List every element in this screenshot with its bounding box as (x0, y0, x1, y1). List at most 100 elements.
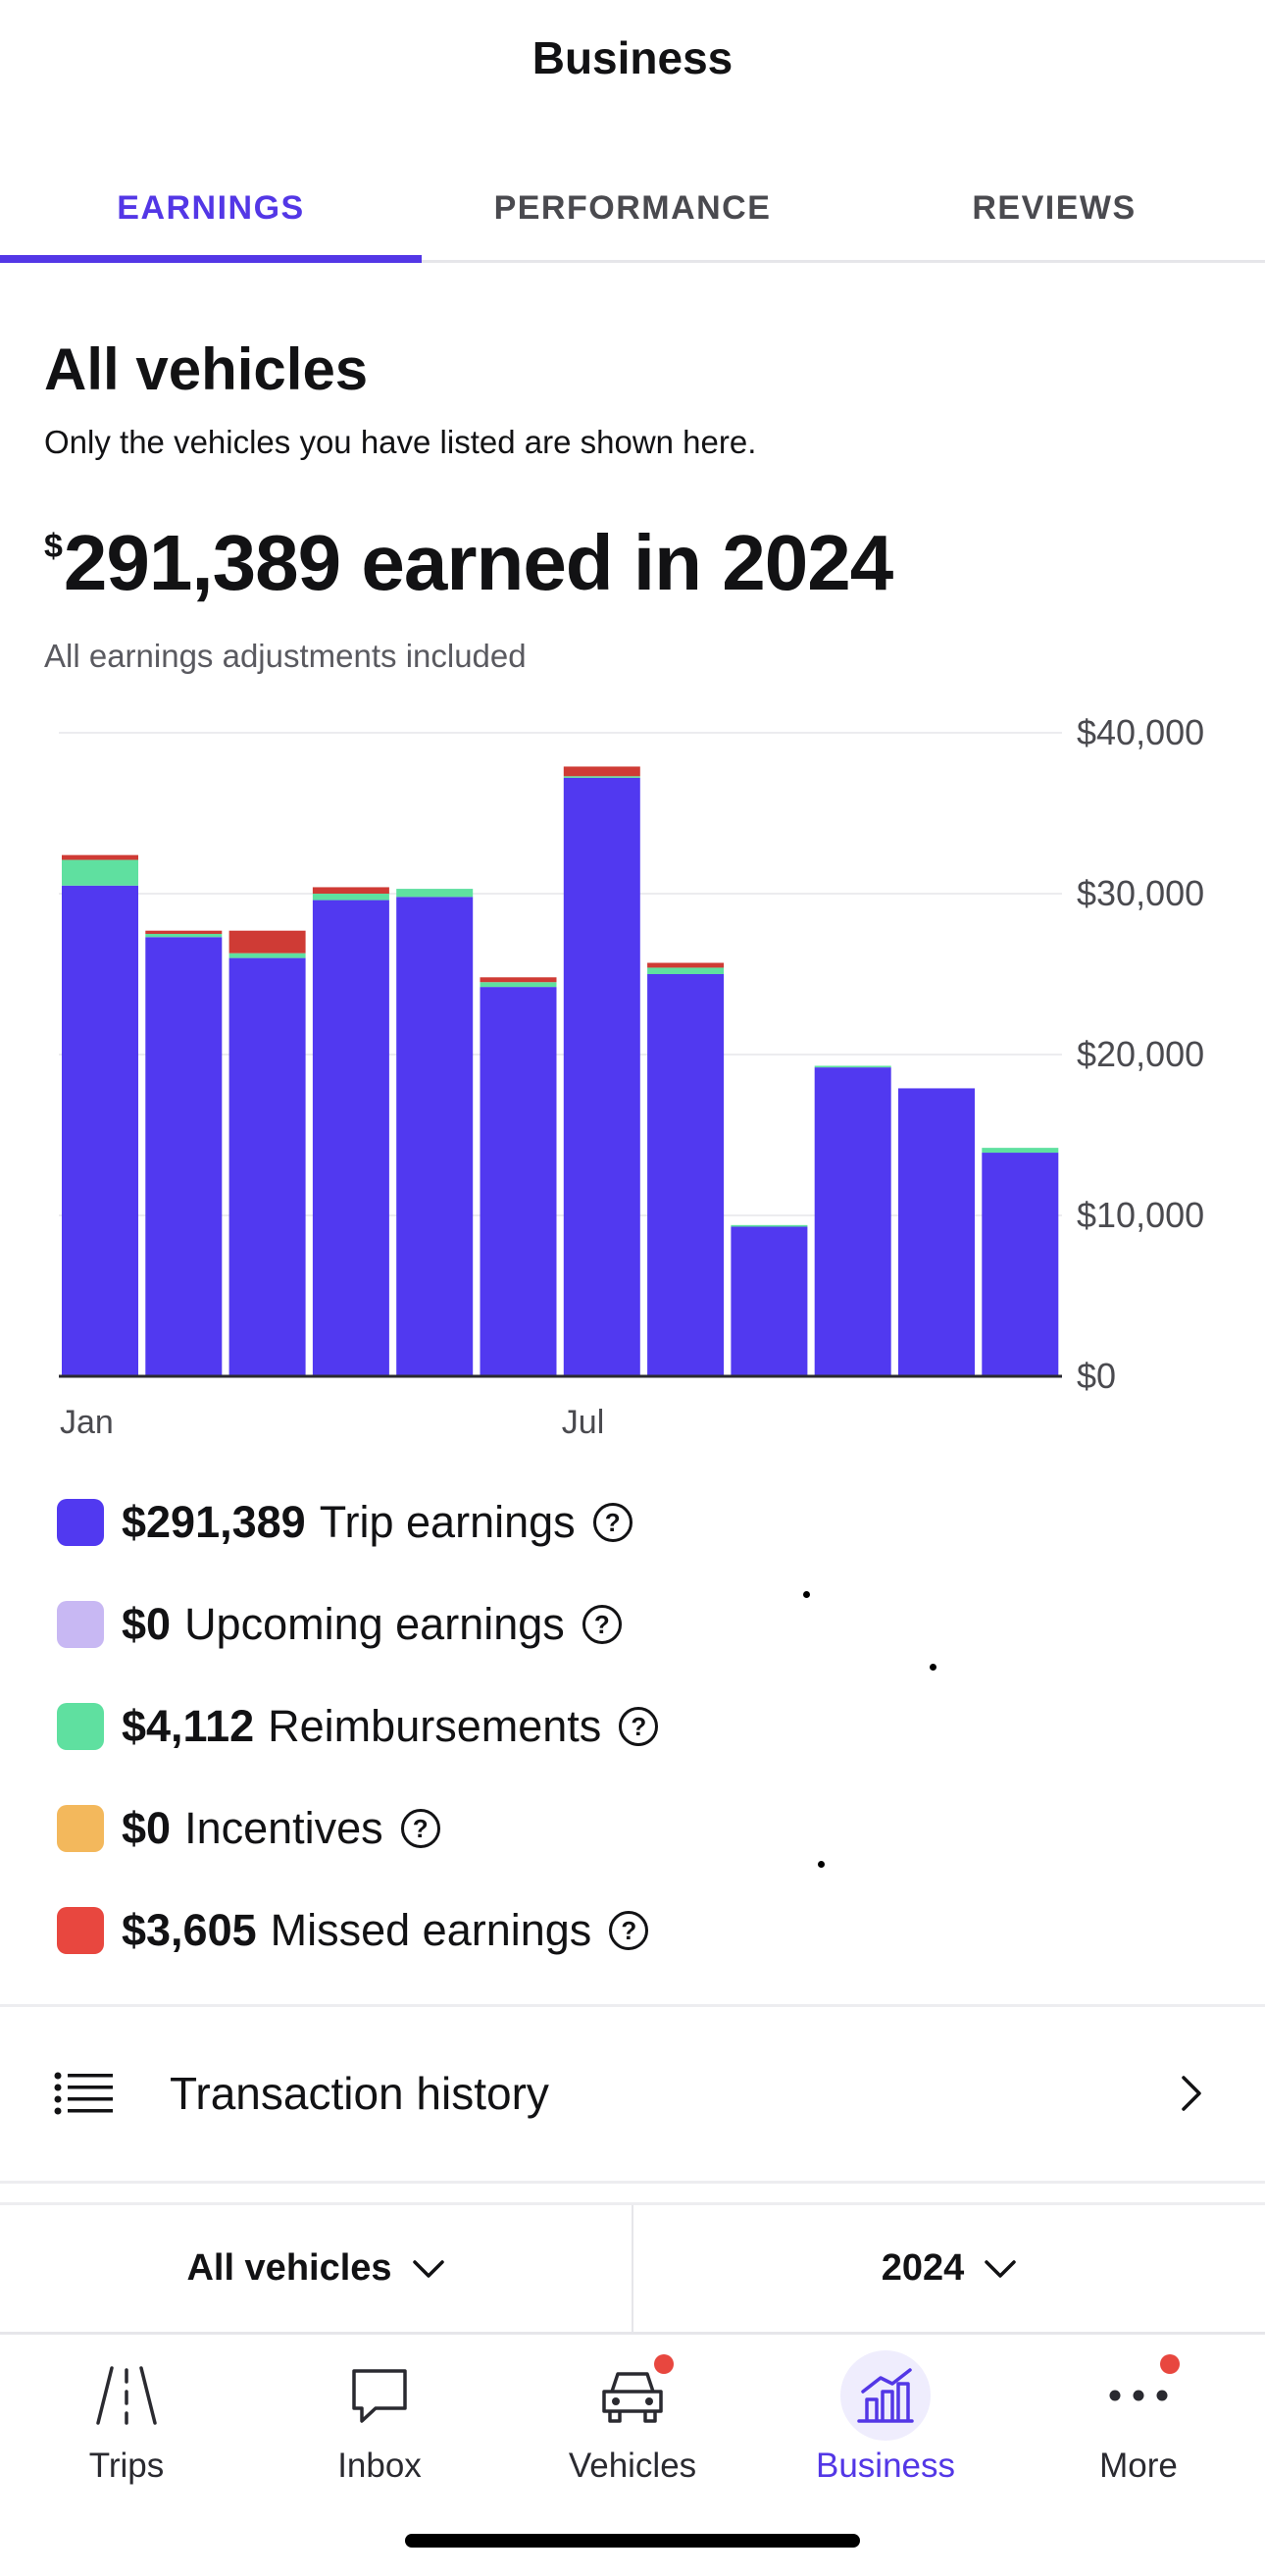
upcoming-earnings-swatch (57, 1601, 104, 1648)
bottom-nav: Trips Inbox Vehicles Business More (0, 2332, 1265, 2557)
reimbursements-swatch (57, 1703, 104, 1750)
legend-item-upcoming-earnings: $0 Upcoming earnings ? (57, 1573, 658, 1675)
bar-trip-earnings-jun (480, 987, 557, 1376)
chevron-right-icon (1182, 2076, 1201, 2111)
chart-icon (840, 2350, 931, 2441)
incentives-swatch (57, 1805, 104, 1852)
legend-item-incentives: $0 Incentives ? (57, 1777, 658, 1880)
x-tick-label: Jan (60, 1404, 114, 1441)
notification-badge (1160, 2354, 1180, 2374)
bar-trip-earnings-mar (228, 957, 306, 1376)
list-icon (54, 2072, 113, 2115)
legend-label: Trip earnings (319, 1497, 576, 1547)
help-icon[interactable]: ? (582, 1605, 622, 1644)
legend-label: Incentives (184, 1803, 383, 1853)
bar-trip-earnings-sep (731, 1226, 808, 1376)
speck (818, 1861, 825, 1868)
bar-trip-earnings-oct (814, 1067, 891, 1376)
help-icon[interactable]: ? (619, 1707, 659, 1746)
bar-missed-earnings-aug (647, 962, 725, 968)
bar-reimbursements-jul (563, 776, 640, 778)
chevron-down-icon (412, 2259, 444, 2278)
legend-label: Upcoming earnings (184, 1599, 565, 1649)
nav-label: Vehicles (568, 2447, 697, 2485)
y-tick-label: $20,000 (1077, 1034, 1204, 1074)
bar-reimbursements-oct (814, 1065, 891, 1068)
bar-reimbursements-aug (647, 967, 725, 974)
divider (0, 2181, 1265, 2184)
bar-missed-earnings-jul (563, 766, 640, 777)
section-title: All vehicles (44, 336, 369, 402)
missed-earnings-swatch (57, 1907, 104, 1954)
chat-icon (334, 2350, 425, 2441)
total-earnings-text: 291,389 earned in 2024 (63, 519, 893, 606)
bar-missed-earnings-jan (62, 854, 138, 860)
section-subtitle: Only the vehicles you have listed are sh… (44, 424, 757, 460)
year-filter-dropdown[interactable]: 2024 (632, 2205, 1265, 2332)
year-filter-label: 2024 (881, 2247, 965, 2289)
y-tick-label: $40,000 (1077, 712, 1204, 752)
bar-missed-earnings-feb (145, 930, 223, 934)
nav-label: Inbox (337, 2447, 422, 2485)
total-earnings: $ 291,389 earned in 2024 (44, 518, 893, 608)
legend-item-reimbursements: $4,112 Reimbursements ? (57, 1675, 659, 1777)
nav-inbox[interactable]: Inbox (253, 2335, 506, 2557)
legend-item-trip-earnings: $291,389 Trip earnings ? (57, 1471, 658, 1573)
tab-earnings[interactable]: EARNINGS (0, 157, 422, 263)
nav-more[interactable]: More (1012, 2335, 1265, 2557)
speck (803, 1591, 810, 1598)
bar-trip-earnings-jan (62, 885, 138, 1376)
help-icon[interactable]: ? (609, 1911, 649, 1950)
car-icon (587, 2350, 678, 2441)
bar-reimbursements-may (396, 889, 474, 898)
y-tick-label: $30,000 (1077, 873, 1204, 913)
bar-reimbursements-jun (480, 982, 557, 988)
more-icon (1093, 2350, 1184, 2441)
legend-label: Reimbursements (268, 1701, 602, 1751)
tab-performance[interactable]: PERFORMANCE (493, 189, 772, 227)
legend-item-missed-earnings: $3,605 Missed earnings ? (57, 1880, 658, 1982)
road-icon (81, 2350, 172, 2441)
y-tick-label: $0 (1077, 1356, 1116, 1396)
help-icon[interactable]: ? (592, 1503, 632, 1542)
vehicle-filter-label: All vehicles (186, 2247, 392, 2289)
legend-value: $4,112 (122, 1701, 255, 1751)
nav-vehicles[interactable]: Vehicles (506, 2335, 759, 2557)
tab-bar: EARNINGS PERFORMANCE REVIEWS (0, 157, 1265, 263)
bar-trip-earnings-nov (898, 1088, 975, 1376)
bar-reimbursements-jan (62, 859, 138, 886)
bar-trip-earnings-feb (145, 937, 223, 1376)
bar-trip-earnings-may (396, 897, 474, 1376)
bar-reimbursements-dec (982, 1148, 1059, 1154)
bar-missed-earnings-mar (228, 930, 306, 953)
bar-missed-earnings-jun (480, 977, 557, 983)
bar-trip-earnings-apr (312, 900, 389, 1376)
nav-label: More (1099, 2447, 1178, 2485)
tab-reviews[interactable]: REVIEWS (972, 189, 1137, 227)
page-title: Business (531, 32, 734, 83)
legend-value: $0 (122, 1803, 172, 1853)
vehicle-filter-dropdown[interactable]: All vehicles (0, 2205, 632, 2332)
currency-symbol: $ (44, 528, 63, 565)
bar-reimbursements-mar (228, 953, 306, 958)
bar-reimbursements-apr (312, 894, 389, 901)
legend-label: Missed earnings (270, 1905, 592, 1955)
transaction-history-row[interactable]: Transaction history (0, 2006, 1265, 2181)
bar-missed-earnings-apr (312, 887, 389, 894)
legend-value: $291,389 (122, 1497, 306, 1547)
nav-business[interactable]: Business (759, 2335, 1012, 2557)
x-tick-label: Jul (562, 1404, 604, 1441)
trip-earnings-swatch (57, 1499, 104, 1546)
earnings-chart[interactable]: $40,000 $30,000 $20,000 $10,000 $0 Jan Jul (0, 706, 1265, 1452)
divider (0, 2004, 1265, 2007)
chevron-down-icon (985, 2259, 1017, 2278)
filter-bar: All vehicles 2024 (0, 2202, 1265, 2332)
adjustments-note: All earnings adjustments included (44, 638, 527, 674)
nav-trips[interactable]: Trips (0, 2335, 253, 2557)
nav-label: Business (815, 2447, 956, 2485)
legend-value: $0 (122, 1599, 172, 1649)
help-icon[interactable]: ? (400, 1809, 440, 1848)
bar-trip-earnings-dec (982, 1153, 1059, 1376)
nav-label: Trips (88, 2447, 165, 2485)
bar-trip-earnings-aug (647, 974, 725, 1376)
